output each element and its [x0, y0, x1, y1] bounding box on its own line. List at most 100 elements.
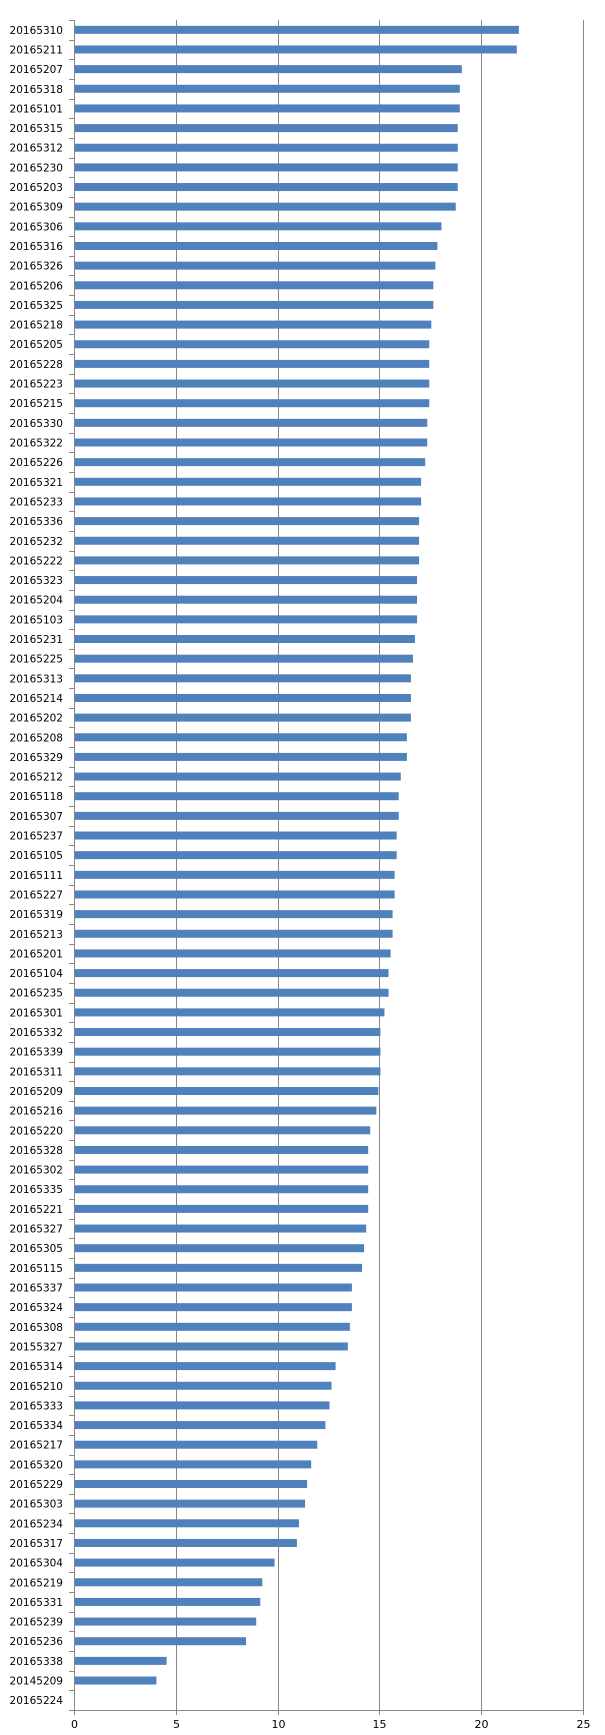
- category-label: 20165318: [10, 84, 63, 96]
- category-label: 20165115: [10, 1263, 63, 1275]
- category-label: 20165320: [10, 1459, 63, 1471]
- category-label: 20165206: [10, 280, 64, 292]
- bar: [75, 929, 393, 938]
- bar: [75, 988, 389, 997]
- bar: [75, 1480, 308, 1489]
- category-label: 20165203: [10, 182, 63, 194]
- category-label: 20165211: [10, 44, 63, 56]
- category-label: 20165306: [10, 221, 64, 233]
- bar: [75, 1204, 369, 1213]
- bar: [75, 1185, 369, 1194]
- bar: [75, 1381, 332, 1390]
- x-tick-labels: 0 5 10 15 20 25: [71, 1718, 591, 1731]
- bar: [75, 104, 460, 113]
- bar: [75, 477, 422, 486]
- bar: [75, 241, 438, 250]
- category-label: 20165217: [10, 1440, 63, 1452]
- bar: [75, 25, 519, 34]
- category-label: 20165232: [10, 536, 63, 548]
- bar: [75, 851, 397, 860]
- category-label: 20165319: [10, 909, 63, 921]
- bar: [75, 163, 458, 172]
- bar: [75, 615, 418, 624]
- bar: [75, 183, 458, 192]
- bar: [75, 1637, 247, 1646]
- bar: [75, 1617, 257, 1626]
- category-label: 20165335: [10, 1184, 63, 1196]
- bar: [75, 1597, 261, 1606]
- bar: [75, 399, 430, 408]
- category-label: 20165225: [10, 654, 63, 666]
- bar: [75, 595, 418, 604]
- bar: [75, 281, 434, 290]
- bar: [75, 340, 430, 349]
- category-label: 20165328: [10, 1145, 63, 1157]
- category-label: 20165338: [10, 1656, 63, 1668]
- bar: [75, 517, 420, 526]
- category-label: 20165214: [10, 693, 64, 705]
- category-label: 20165308: [10, 1322, 63, 1334]
- bar: [75, 1578, 263, 1587]
- category-label: 20165330: [10, 418, 63, 430]
- category-label: 20165111: [10, 870, 63, 882]
- category-label: 20165309: [10, 202, 63, 214]
- category-label: 20165103: [10, 614, 63, 626]
- category-label: 20165239: [10, 1617, 63, 1629]
- category-label: 20165333: [10, 1400, 63, 1412]
- category-label: 20165314: [10, 1361, 64, 1373]
- bar: [75, 1086, 379, 1095]
- bar: [75, 1676, 157, 1685]
- bar: [75, 143, 458, 152]
- category-label: 20165322: [10, 438, 63, 450]
- category-label: 20165204: [10, 595, 64, 607]
- category-label: 20165302: [10, 1165, 63, 1177]
- bar: [75, 359, 430, 368]
- category-label: 20165311: [10, 1066, 63, 1078]
- bar: [75, 1519, 299, 1528]
- bar: [75, 949, 391, 958]
- bar: [75, 713, 411, 722]
- bar: [75, 300, 434, 309]
- category-label: 20165331: [10, 1597, 63, 1609]
- category-label: 20165323: [10, 575, 63, 587]
- category-label: 20165220: [10, 1125, 63, 1137]
- category-label: 20165339: [10, 1047, 63, 1059]
- category-label: 20165212: [10, 772, 63, 784]
- category-label: 20165213: [10, 929, 63, 941]
- category-label: 20165337: [10, 1283, 63, 1295]
- category-label: 20165226: [10, 457, 64, 469]
- category-label: 20165301: [10, 1007, 63, 1019]
- category-label: 20165231: [10, 634, 63, 646]
- bar: [75, 124, 458, 133]
- category-label: 20165316: [10, 241, 64, 253]
- category-label: 20165327: [10, 1224, 63, 1236]
- bar: [75, 910, 393, 919]
- category-label: 20165321: [10, 477, 63, 489]
- bar: [75, 65, 462, 74]
- x-tick-label: 0: [71, 1718, 78, 1731]
- bar: [75, 1656, 167, 1665]
- category-label: 20165304: [10, 1558, 64, 1570]
- category-label: 20165305: [10, 1243, 63, 1255]
- bar: [75, 1401, 330, 1410]
- axes: [69, 20, 584, 1715]
- category-label: 20165228: [10, 359, 63, 371]
- category-label: 20165329: [10, 752, 63, 764]
- bar: [75, 1047, 381, 1056]
- bar: [75, 556, 420, 565]
- category-label: 20165202: [10, 713, 63, 725]
- category-label: 20165230: [10, 162, 63, 174]
- bar: [75, 497, 422, 506]
- bar: [75, 811, 399, 820]
- bar: [75, 792, 399, 801]
- category-label: 20165224: [10, 1695, 64, 1707]
- bar: [75, 1008, 385, 1017]
- category-label: 20165312: [10, 143, 63, 155]
- category-label: 20165101: [10, 103, 63, 115]
- category-label: 20165317: [10, 1538, 63, 1550]
- category-label: 20165325: [10, 300, 63, 312]
- bar: [75, 733, 407, 742]
- bar: [75, 1244, 365, 1253]
- category-label: 20165237: [10, 831, 63, 843]
